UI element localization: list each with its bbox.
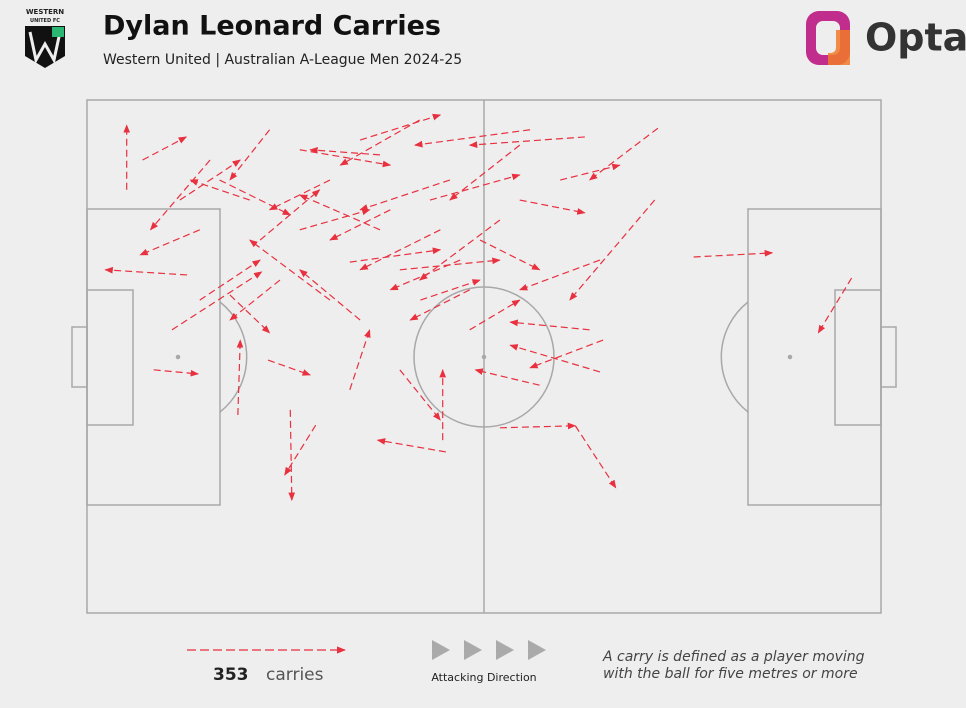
carry-arrow bbox=[359, 179, 451, 211]
note: A carry is defined as a player moving bbox=[602, 649, 865, 665]
carry-arrow bbox=[153, 369, 199, 377]
carry-arrow bbox=[171, 271, 263, 331]
carry-arrow bbox=[299, 208, 371, 231]
carry-arrow bbox=[149, 159, 211, 231]
carries bbox=[104, 113, 853, 501]
carry-arrow bbox=[529, 339, 604, 369]
carry-arrow bbox=[468, 136, 585, 148]
carry-arrow bbox=[693, 249, 774, 258]
carry-arrow bbox=[376, 438, 446, 453]
badge-text: WESTERN bbox=[26, 8, 64, 16]
carry-arrow bbox=[268, 179, 331, 211]
direction-arrows bbox=[432, 640, 546, 660]
brand-logo: Opta bbox=[806, 11, 966, 65]
carry-arrow bbox=[509, 344, 601, 373]
carry-arrow bbox=[359, 229, 441, 271]
note: with the ball for five metres or more bbox=[603, 666, 858, 682]
carry-arrow bbox=[419, 219, 501, 281]
carry-arrow bbox=[359, 113, 442, 141]
carry-arrow bbox=[509, 319, 590, 331]
carry-arrow bbox=[229, 294, 271, 334]
carry-arrow bbox=[574, 425, 617, 489]
carry-arrow bbox=[219, 179, 292, 216]
carry-arrow bbox=[449, 144, 521, 201]
carry-arrow bbox=[329, 209, 391, 241]
brand-name: Opta bbox=[865, 16, 966, 60]
club-badge: WESTERN UNITED FC bbox=[25, 8, 65, 68]
carry-arrow bbox=[142, 136, 187, 161]
total-label: carries bbox=[266, 665, 324, 685]
carry-arrow bbox=[309, 146, 381, 156]
total-count: 353 bbox=[213, 665, 249, 685]
carry-arrow bbox=[519, 199, 586, 215]
chart-subtitle: Western United | Australian A-League Men… bbox=[103, 52, 462, 68]
carry-arrow bbox=[429, 173, 521, 201]
carry-arrow bbox=[179, 159, 241, 201]
carry-arrow bbox=[199, 259, 261, 301]
carry-arrow bbox=[414, 129, 531, 148]
carry-arrow bbox=[299, 194, 381, 231]
carry-arrow bbox=[267, 359, 311, 376]
badge-text: UNITED FC bbox=[30, 18, 60, 24]
carry-arrow bbox=[499, 422, 577, 430]
carry-arrow bbox=[588, 127, 659, 181]
carry-arrow bbox=[249, 239, 331, 301]
carry-arrow bbox=[474, 368, 540, 386]
carry-arrow bbox=[259, 189, 321, 241]
carry-arrow bbox=[104, 266, 188, 276]
carry-arrow bbox=[288, 409, 296, 501]
carry-arrow bbox=[284, 424, 317, 476]
carry-arrow bbox=[479, 239, 541, 271]
chart-title: Dylan Leonard Carries bbox=[103, 11, 441, 42]
carry-arrow bbox=[409, 289, 470, 321]
carry-arrow bbox=[339, 119, 420, 166]
carry-arrow bbox=[299, 269, 361, 321]
carry-arrow bbox=[389, 259, 461, 291]
carry-arrow bbox=[236, 339, 244, 416]
direction-label: Attacking Direction bbox=[431, 671, 536, 684]
carry-arrow bbox=[469, 299, 521, 331]
carry-arrow bbox=[518, 259, 601, 291]
carry-arrow bbox=[349, 247, 442, 263]
